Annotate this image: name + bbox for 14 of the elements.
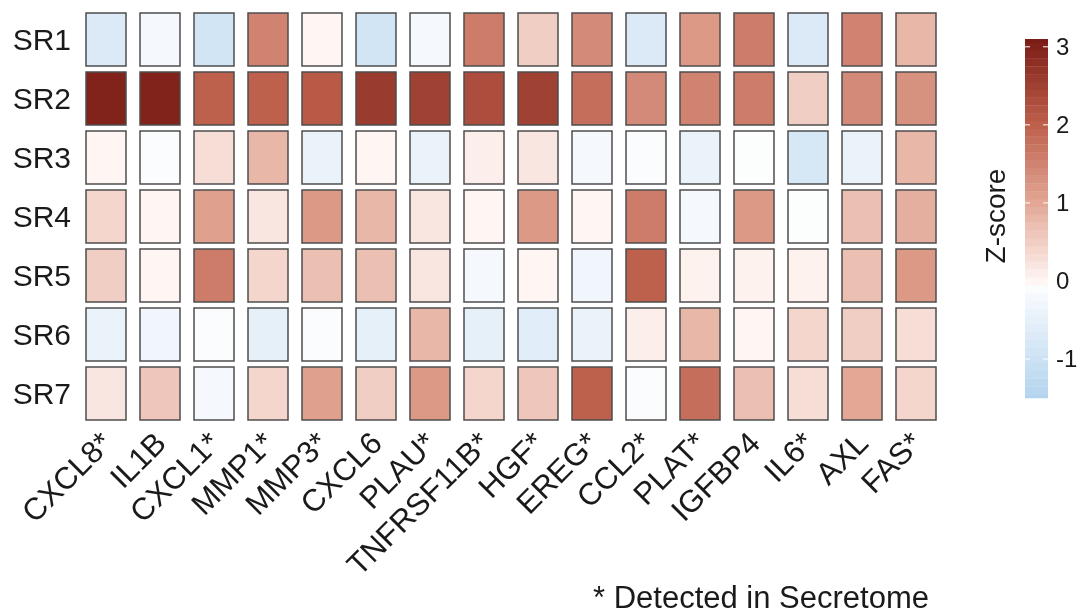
color-bar-label: 0 — [1056, 267, 1070, 295]
color-bar-label: 2 — [1056, 111, 1070, 139]
color-bar-label: 3 — [1056, 33, 1070, 61]
y-tick-label: SR6 — [12, 318, 71, 351]
color-bar-label: -1 — [1056, 345, 1078, 373]
y-tick-label: SR5 — [12, 259, 71, 292]
y-tick-label: SR2 — [12, 82, 71, 115]
y-tick-label: SR3 — [12, 141, 71, 174]
color-bar-title: Z-score — [980, 168, 1011, 264]
y-tick-label: SR4 — [12, 200, 71, 233]
y-tick-label: SR7 — [12, 377, 71, 410]
color-bar-label: 1 — [1056, 189, 1070, 217]
y-tick-label: SR1 — [12, 23, 71, 56]
text: * Detected in Secretome — [592, 580, 929, 616]
